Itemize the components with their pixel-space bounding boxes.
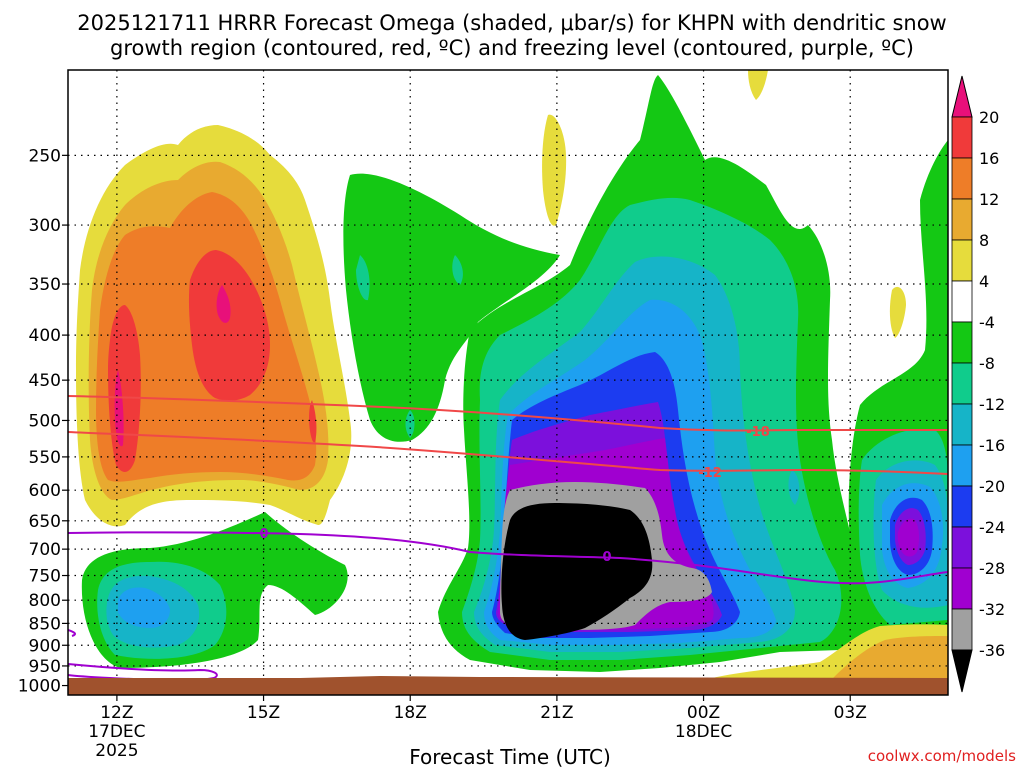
colorbar-swatch-10 [951, 485, 973, 528]
y-tick-label-700: 700 [29, 540, 61, 560]
x-tick-label-03Z: 03Z [834, 703, 867, 723]
contour-label-minus18-text: -18 [746, 425, 770, 440]
dgz-lower-contour [68, 431, 948, 475]
colorbar-swatch-2 [951, 157, 973, 200]
omega-region-red-spot [309, 400, 317, 443]
omega-region-red-left [108, 305, 141, 472]
colorbar-label-9: -20 [979, 477, 1005, 496]
colorbar-label-10: -24 [979, 518, 1005, 537]
omega-region-red-center [188, 250, 270, 401]
dgz-upper-contour [68, 395, 948, 432]
y-tick-label-550: 550 [29, 448, 61, 468]
y-tick-label-1000: 1000 [18, 677, 61, 697]
omega-region-purple-right [897, 518, 920, 557]
omega-region-teal-spot3 [405, 410, 415, 438]
colorbar-swatch-13 [951, 608, 973, 651]
omega-positive-shading [76, 70, 948, 695]
colorbar-label-0: 20 [979, 108, 999, 127]
x-tick-label-21Z: 21Z [540, 703, 573, 723]
contour-label-zero-left-text: 0 [259, 527, 268, 542]
x-tick-year-12Z: 2025 [95, 741, 138, 761]
x-tick-label-18Z: 18Z [394, 703, 427, 723]
y-tick-label-850: 850 [29, 614, 61, 634]
x-tick-date-00Z: 18DEC [675, 722, 732, 742]
omega-region-cyan-spot [788, 470, 800, 505]
colorbar-label-1: 16 [979, 149, 999, 168]
y-tick-label-950: 950 [29, 657, 61, 677]
colorbar-label-3: 8 [979, 231, 989, 250]
contour-label-zero-left: 0 [259, 527, 268, 542]
y-tick-label-800: 800 [29, 591, 61, 611]
colorbar-bottom-arrow [951, 649, 973, 693]
colorbar-swatch-11 [951, 526, 973, 569]
colorbar-swatch-8 [951, 403, 973, 446]
omega-region-teal-spot2 [452, 255, 463, 285]
omega-region-yellow-spot-corner [748, 70, 768, 100]
omega-region-yellow-spot-top [542, 114, 567, 226]
freezing-level-contour [68, 531, 948, 585]
colorbar-label-6: -8 [979, 354, 995, 373]
omega-region-green-upper-arm [343, 173, 560, 442]
colorbar-swatch-3 [951, 198, 973, 241]
colorbar-label-13: -36 [979, 641, 1005, 660]
plot-area: -18 -12 0 0 [68, 70, 948, 695]
colorbar-label-2: 12 [979, 190, 999, 209]
x-tick-label-15Z: 15Z [247, 703, 280, 723]
colorbar: 20 16 12 8 4 -4 -8 -12 -16 -20 -24 -28 -32 -36 [951, 75, 1005, 693]
y-tick-label-350: 350 [29, 275, 61, 295]
omega-region-black-core [501, 503, 653, 640]
colorbar-label-7: -12 [979, 395, 1005, 414]
y-tick-label-450: 450 [29, 371, 61, 391]
colorbar-label-11: -28 [979, 559, 1005, 578]
contour-label-zero-right: 0 [602, 550, 611, 565]
y-tick-label-750: 750 [29, 567, 61, 587]
ground-surface [68, 676, 948, 695]
x-axis-label: Forecast Time (UTC) [409, 745, 611, 768]
grid-lines [68, 70, 948, 695]
colorbar-swatch-12 [951, 567, 973, 610]
y-axis: 2503003504004505005506006507007508008509… [18, 146, 68, 697]
y-tick-label-300: 300 [29, 216, 61, 236]
credit-text: coolwx.com/models [868, 747, 1016, 765]
colorbar-swatch-9 [951, 444, 973, 487]
x-tick-label-12Z: 12Z [100, 703, 133, 723]
colorbar-swatch-5 [951, 280, 973, 323]
contour-label-minus12-text: -12 [698, 466, 722, 481]
y-tick-label-400: 400 [29, 326, 61, 346]
plot-frame [67, 69, 949, 696]
contour-label-minus12: -12 [698, 466, 722, 481]
y-tick-label-500: 500 [29, 411, 61, 431]
contour-lines: -18 -12 0 0 [68, 395, 948, 682]
chart-title-line1: 2025121711 HRRR Forecast Omega (shaded, … [77, 11, 946, 35]
contour-label-minus18: -18 [746, 425, 770, 440]
x-tick-date-12Z: 17DEC [88, 722, 145, 742]
omega-region-yellow-spot-right [889, 286, 906, 338]
colorbar-label-5: -4 [979, 313, 995, 332]
colorbar-label-12: -32 [979, 600, 1005, 619]
x-tick-label-00Z: 00Z [687, 703, 720, 723]
contour-label-zero-right-text: 0 [602, 550, 611, 565]
colorbar-swatch-7 [951, 362, 973, 405]
freezing-level-edge-contour [68, 629, 76, 637]
y-tick-label-650: 650 [29, 512, 61, 532]
y-tick-label-250: 250 [29, 146, 61, 166]
colorbar-swatch-6 [951, 321, 973, 364]
colorbar-top-arrow [951, 75, 973, 118]
freezing-level-lower-contour [68, 663, 218, 682]
colorbar-label-4: 4 [979, 272, 989, 291]
y-tick-label-900: 900 [29, 636, 61, 656]
colorbar-swatch-1 [951, 116, 973, 159]
omega-region-teal-spot1 [356, 255, 370, 301]
y-tick-label-600: 600 [29, 481, 61, 501]
omega-region-magenta-center [216, 285, 231, 323]
chart-title-line2: growth region (contoured, red, ºC) and f… [110, 36, 914, 60]
omega-region-azure-left [118, 587, 170, 628]
colorbar-swatch-4 [951, 239, 973, 282]
colorbar-label-8: -16 [979, 436, 1005, 455]
